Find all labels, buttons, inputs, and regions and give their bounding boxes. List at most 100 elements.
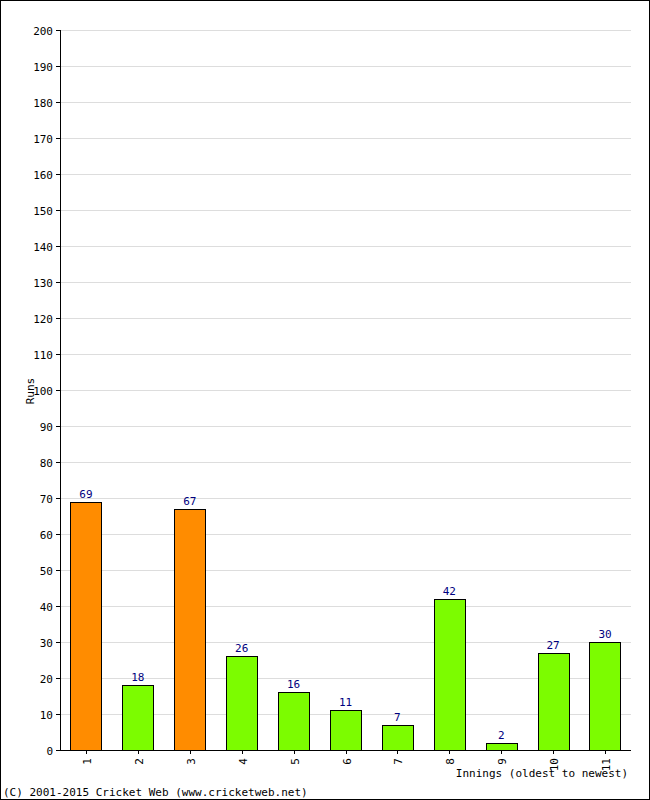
y-tick	[56, 246, 60, 247]
data-label: 30	[598, 628, 611, 641]
y-tick	[56, 30, 60, 31]
x-tick-label: 4	[237, 758, 250, 765]
x-tick	[605, 750, 606, 754]
y-tick-label: 160	[33, 169, 53, 182]
data-label: 11	[339, 696, 352, 709]
bar	[123, 686, 154, 751]
bar	[539, 654, 570, 751]
y-tick	[56, 426, 60, 427]
x-tick	[346, 750, 347, 754]
x-tick-label: 3	[185, 758, 198, 765]
data-label: 26	[235, 642, 248, 655]
bar	[227, 657, 258, 751]
grid-line	[60, 66, 631, 67]
grid-line	[60, 138, 631, 139]
bar	[331, 711, 362, 751]
x-tick	[553, 750, 554, 754]
y-tick	[56, 750, 60, 751]
y-tick-label: 60	[40, 529, 53, 542]
y-tick-label: 170	[33, 133, 53, 146]
y-tick	[56, 66, 60, 67]
y-tick	[56, 570, 60, 571]
y-tick-label: 140	[33, 241, 53, 254]
y-axis-label: Runs	[24, 378, 37, 405]
x-tick	[294, 750, 295, 754]
y-tick	[56, 498, 60, 499]
y-tick	[56, 606, 60, 607]
data-label: 27	[547, 639, 560, 652]
bar	[590, 643, 621, 751]
bar	[487, 744, 518, 751]
y-tick-label: 110	[33, 349, 53, 362]
y-tick	[56, 462, 60, 463]
x-tick	[501, 750, 502, 754]
grid-line	[60, 102, 631, 103]
y-tick	[56, 174, 60, 175]
y-tick-label: 0	[46, 745, 53, 758]
x-tick	[449, 750, 450, 754]
x-tick-label: 5	[289, 758, 302, 765]
bar	[175, 510, 206, 751]
bars	[71, 503, 621, 751]
chart-wrap: 0102030405060708090100110120130140150160…	[0, 0, 650, 800]
x-tick-label: 6	[341, 758, 354, 765]
y-tick-label: 90	[40, 421, 53, 434]
grid-line	[60, 354, 631, 355]
annotation: (C) 2001-2015 Cricket Web (www.cricketwe…	[3, 786, 308, 799]
y-tick-label: 150	[33, 205, 53, 218]
x-axis	[60, 750, 631, 751]
data-label: 18	[131, 671, 144, 684]
x-tick-label: 1	[81, 758, 94, 765]
grid-line	[60, 210, 631, 211]
grid-line	[60, 390, 631, 391]
y-tick	[56, 282, 60, 283]
grid-line	[60, 174, 631, 175]
y-tick	[56, 714, 60, 715]
grid-line	[60, 282, 631, 283]
grid-line	[60, 498, 631, 499]
y-tick	[56, 102, 60, 103]
y-axis	[60, 30, 61, 750]
y-tick	[56, 318, 60, 319]
data-label: 67	[183, 495, 196, 508]
data-label: 7	[394, 711, 401, 724]
y-tick-label: 10	[40, 709, 53, 722]
y-tick-label: 180	[33, 97, 53, 110]
y-tick-label: 80	[40, 457, 53, 470]
y-tick-label: 120	[33, 313, 53, 326]
grid-line	[60, 642, 631, 643]
grid-line	[60, 570, 631, 571]
grid-line	[60, 462, 631, 463]
x-tick-label: 9	[496, 758, 509, 765]
bar	[279, 693, 310, 751]
x-tick	[397, 750, 398, 754]
grid-line	[60, 246, 631, 247]
y-tick-label: 40	[40, 601, 53, 614]
y-tick-label: 20	[40, 673, 53, 686]
data-label: 16	[287, 678, 300, 691]
y-tick	[56, 390, 60, 391]
x-tick	[86, 750, 87, 754]
grid-line	[60, 534, 631, 535]
grid-line	[60, 750, 631, 751]
bar	[71, 503, 102, 751]
grid-line	[60, 30, 631, 31]
y-tick	[56, 678, 60, 679]
y-tick	[56, 534, 60, 535]
border	[1, 1, 650, 800]
grid-line	[60, 426, 631, 427]
x-tick-label: 7	[392, 758, 405, 765]
bar	[383, 726, 414, 751]
x-axis-label: Innings (oldest to newest)	[456, 767, 628, 780]
x-tick-label: 8	[444, 758, 457, 765]
y-tick-label: 190	[33, 61, 53, 74]
x-tick	[242, 750, 243, 754]
data-label: 2	[498, 729, 505, 742]
y-tick-label: 50	[40, 565, 53, 578]
grid-line	[60, 318, 631, 319]
y-tick	[56, 354, 60, 355]
grid-line	[60, 606, 631, 607]
y-tick	[56, 138, 60, 139]
y-tick-label: 30	[40, 637, 53, 650]
y-tick	[56, 210, 60, 211]
